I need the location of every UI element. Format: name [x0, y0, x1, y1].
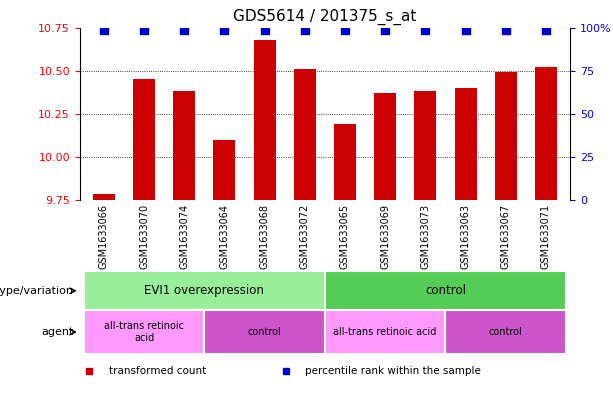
Bar — [213, 140, 235, 200]
Point — [99, 27, 109, 33]
Text: GSM1633068: GSM1633068 — [259, 204, 270, 269]
Bar — [374, 93, 396, 200]
Text: GSM1633070: GSM1633070 — [139, 204, 149, 269]
Text: percentile rank within the sample: percentile rank within the sample — [305, 366, 481, 376]
Text: control: control — [248, 327, 281, 337]
Bar — [254, 40, 276, 200]
Bar — [204, 310, 325, 354]
Text: GSM1633067: GSM1633067 — [501, 204, 511, 269]
Bar — [84, 310, 204, 354]
Text: transformed count: transformed count — [109, 366, 207, 376]
Point — [260, 27, 270, 33]
Bar — [334, 124, 356, 200]
Text: EVI1 overexpression: EVI1 overexpression — [145, 284, 264, 298]
Text: genotype/variation: genotype/variation — [0, 286, 74, 296]
Text: GSM1633064: GSM1633064 — [219, 204, 229, 269]
Bar — [325, 310, 446, 354]
Point — [340, 27, 350, 33]
Bar — [173, 92, 196, 200]
Text: GSM1633072: GSM1633072 — [300, 204, 310, 269]
Text: GSM1633065: GSM1633065 — [340, 204, 350, 269]
Text: GSM1633063: GSM1633063 — [460, 204, 471, 269]
Bar — [446, 310, 566, 354]
Text: all-trans retinoic
acid: all-trans retinoic acid — [104, 321, 184, 343]
Point — [380, 27, 390, 33]
Bar — [535, 67, 557, 200]
Point — [300, 27, 310, 33]
Text: all-trans retinoic acid: all-trans retinoic acid — [333, 327, 437, 337]
Text: control: control — [489, 327, 523, 337]
Point — [541, 27, 551, 33]
Text: agent: agent — [41, 327, 74, 337]
Point — [179, 27, 189, 33]
Point — [501, 27, 511, 33]
Bar — [294, 69, 316, 200]
Title: GDS5614 / 201375_s_at: GDS5614 / 201375_s_at — [233, 9, 417, 25]
Text: GSM1633069: GSM1633069 — [380, 204, 390, 269]
Text: GSM1633073: GSM1633073 — [421, 204, 430, 269]
Bar — [84, 271, 325, 310]
Text: control: control — [425, 284, 466, 298]
Point — [219, 27, 229, 33]
Text: GSM1633066: GSM1633066 — [99, 204, 109, 269]
Bar — [495, 72, 517, 200]
Bar — [133, 79, 155, 200]
Point — [139, 27, 149, 33]
Point — [461, 27, 471, 33]
Point — [421, 27, 430, 33]
Bar — [93, 193, 115, 200]
Bar — [325, 271, 566, 310]
Text: GSM1633071: GSM1633071 — [541, 204, 551, 269]
Text: GSM1633074: GSM1633074 — [179, 204, 189, 269]
Bar — [454, 88, 477, 200]
Bar — [414, 92, 436, 200]
